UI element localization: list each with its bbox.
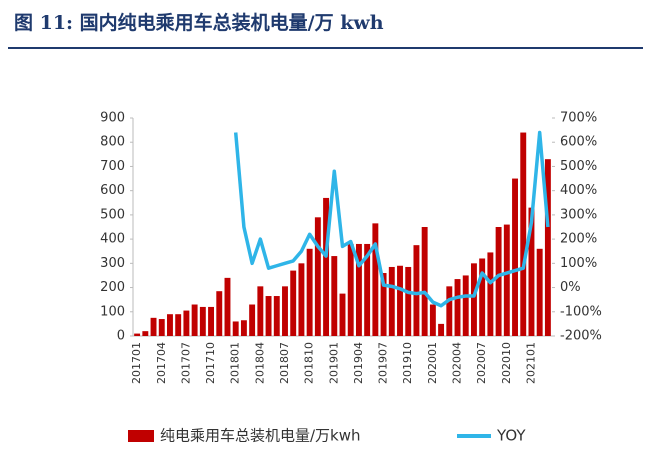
y-tick-label: 900: [100, 111, 125, 126]
x-tick-label: 202010: [500, 342, 513, 384]
x-tick-label: 201910: [401, 342, 414, 384]
bar: [240, 320, 247, 336]
bar: [167, 314, 173, 336]
y-tick-label: 800: [100, 135, 125, 150]
x-tick-label: 201907: [377, 342, 390, 384]
bar: [421, 227, 428, 336]
bar: [331, 256, 338, 336]
bar: [191, 304, 198, 336]
bar: [158, 319, 165, 336]
y-tick-label: 300: [100, 256, 125, 271]
bar: [528, 207, 535, 336]
legend-label: YOY: [496, 427, 526, 445]
bar: [232, 321, 239, 336]
y2-tick-label: 500%: [560, 159, 597, 174]
x-tick-label: 201701: [130, 342, 143, 384]
bar: [536, 248, 543, 336]
y-tick-label: 100: [100, 304, 125, 319]
bar: [323, 197, 330, 336]
bar: [224, 277, 231, 336]
y2-tick-label: 700%: [560, 111, 597, 126]
bar: [290, 270, 297, 336]
y2-tick-label: -100%: [560, 304, 602, 319]
bar: [257, 286, 264, 336]
bar: [355, 243, 362, 336]
bar: [372, 223, 379, 336]
legend-swatch: [128, 430, 154, 442]
y2-tick-label: 400%: [560, 183, 597, 198]
y-tick-label: 600: [100, 183, 125, 198]
y-tick-label: 700: [100, 159, 125, 174]
bar: [208, 306, 215, 336]
x-tick-label: 201904: [352, 342, 365, 384]
x-tick-label: 201707: [179, 342, 192, 384]
bar: [405, 266, 412, 336]
y2-tick-label: 300%: [560, 207, 597, 222]
y-tick-label: 0: [117, 329, 125, 344]
bar: [487, 252, 494, 336]
legend-label: 纯电乘用车总装机电量/万kwh: [160, 427, 361, 445]
x-tick-label: 202004: [451, 342, 464, 384]
bar: [273, 296, 280, 336]
bar: [470, 263, 477, 336]
bar: [199, 306, 206, 336]
bar: [364, 243, 371, 336]
x-tick-label: 202101: [524, 342, 537, 384]
bar: [306, 248, 313, 336]
chart-title: 图 11: 国内纯电乘用车总装机电量/万 kwh: [14, 11, 384, 34]
bar: [429, 304, 436, 336]
bar: [347, 243, 354, 336]
y-tick-label: 500: [100, 207, 125, 222]
y2-tick-label: 200%: [560, 232, 597, 247]
bar: [216, 291, 223, 336]
bar: [339, 293, 346, 336]
y2-tick-label: 0%: [560, 280, 581, 295]
yoy-line: [233, 130, 550, 308]
x-tick-label: 201810: [303, 342, 316, 384]
x-tick-label: 201807: [278, 342, 291, 384]
x-tick-label: 202001: [426, 342, 439, 384]
bar: [454, 279, 461, 336]
x-tick-label: 201704: [155, 342, 168, 384]
bar: [512, 178, 518, 336]
bar: [397, 265, 403, 336]
bar: [520, 132, 527, 336]
x-tick-label: 201801: [229, 342, 242, 384]
y-tick-label: 400: [100, 232, 125, 247]
y2-tick-label: 600%: [560, 135, 597, 150]
bar: [446, 286, 453, 336]
x-tick-label: 202007: [475, 342, 488, 384]
x-tick-label: 201804: [253, 342, 266, 384]
bar: [544, 159, 551, 336]
bar: [134, 333, 141, 336]
y2-tick-label: 100%: [560, 256, 597, 271]
bar: [380, 273, 387, 336]
y2-tick-label: -200%: [560, 329, 602, 344]
y-tick-label: 200: [100, 280, 125, 295]
bar: [388, 266, 395, 336]
bar: [503, 224, 510, 336]
x-tick-label: 201901: [327, 342, 340, 384]
bar: [265, 296, 272, 336]
bar: [183, 310, 190, 336]
bar: [150, 317, 157, 336]
bar: [298, 263, 305, 336]
bar: [413, 245, 420, 336]
bar: [438, 323, 445, 336]
bar: [282, 286, 288, 336]
bar: [142, 331, 149, 336]
x-tick-label: 201710: [204, 342, 217, 384]
bar: [462, 275, 469, 336]
bar: [175, 314, 182, 336]
bar: [249, 304, 256, 336]
bar: [479, 258, 486, 336]
bar: [495, 227, 502, 336]
bar: [314, 217, 321, 336]
